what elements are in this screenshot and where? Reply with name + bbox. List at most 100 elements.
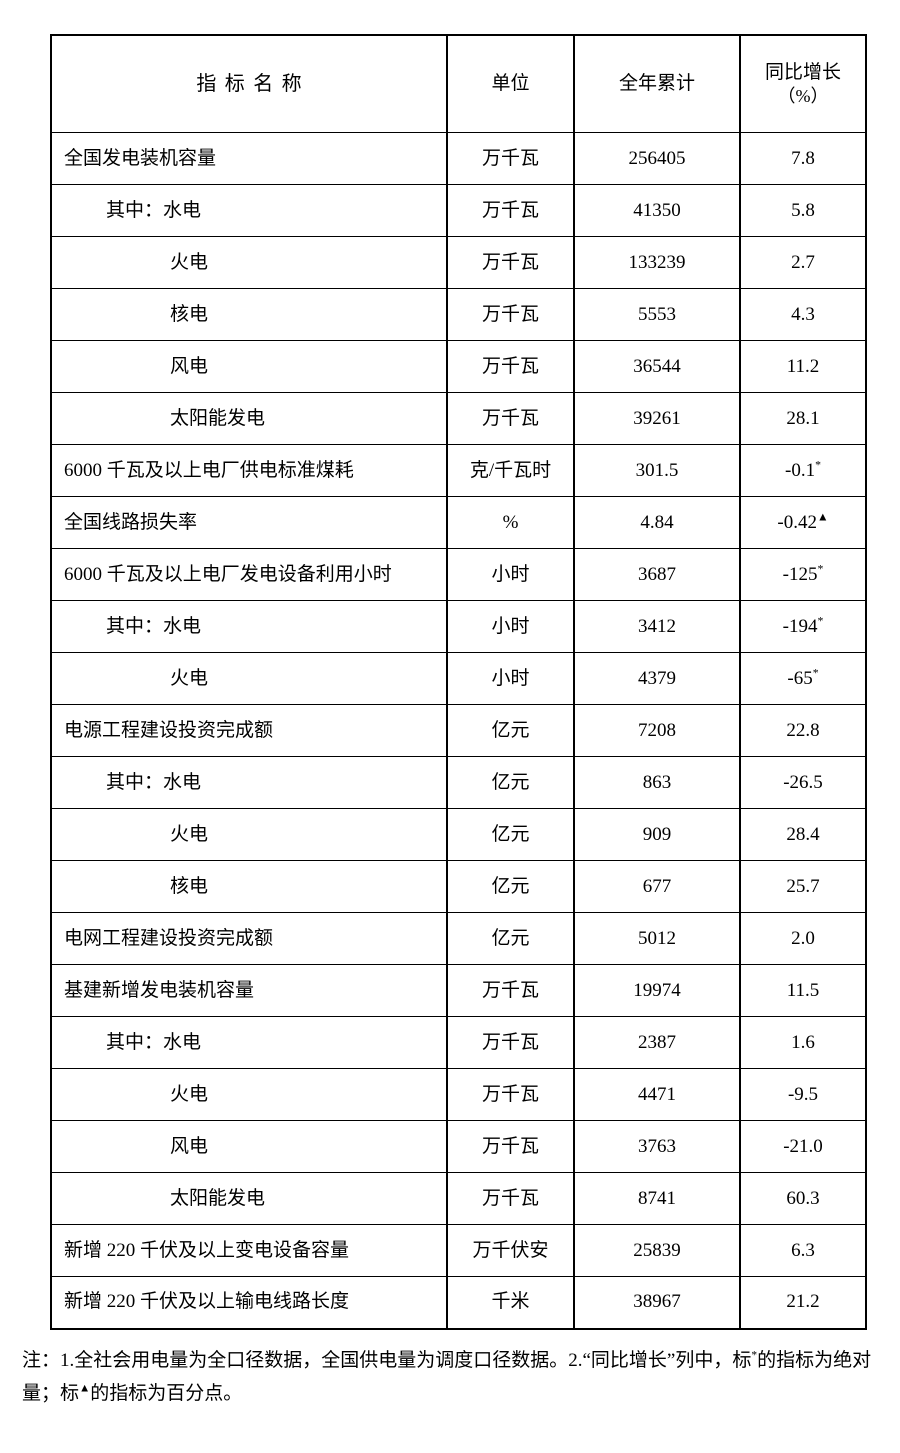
yoy-header-line1: 同比增长 — [764, 61, 841, 83]
cell-annual-total: 133239 — [573, 236, 741, 289]
cell-yoy-growth: -194* — [739, 600, 867, 653]
cell-indicator-name: 电网工程建设投资完成额 — [50, 912, 448, 965]
cell-yoy-growth: -125* — [739, 548, 867, 601]
cell-indicator-name: 6000 千瓦及以上电厂供电标准煤耗 — [50, 444, 448, 497]
cell-indicator-name: 全国线路损失率 — [50, 496, 448, 549]
cell-annual-total: 4379 — [573, 652, 741, 705]
table-row: 其中：水电 亿元 863 -26.5 — [50, 756, 867, 809]
cell-unit: 万千瓦 — [446, 392, 575, 445]
cell-unit: 万千瓦 — [446, 288, 575, 341]
yoy-value: -9.5 — [787, 1083, 819, 1105]
column-header-yoy-growth: 同比增长 （%） — [739, 34, 867, 133]
cell-annual-total: 38967 — [573, 1276, 741, 1329]
cell-indicator-name: 新增 220 千伏及以上变电设备容量 — [50, 1224, 448, 1277]
cell-yoy-growth: 1.6 — [739, 1016, 867, 1069]
table-row: 火电 小时 4379 -65* — [50, 652, 867, 705]
cell-yoy-growth: -9.5 — [739, 1068, 867, 1121]
yoy-value: 28.4 — [786, 823, 820, 845]
yoy-value: 2.7 — [791, 251, 815, 273]
cell-unit: 万千瓦 — [446, 340, 575, 393]
yoy-value: 22.8 — [786, 719, 820, 741]
cell-yoy-growth: 11.2 — [739, 340, 867, 393]
cell-unit: 万千伏安 — [446, 1224, 575, 1277]
cell-unit: 万千瓦 — [446, 236, 575, 289]
footnote-asterisk-marker: * — [751, 1349, 758, 1362]
cell-indicator-name: 电源工程建设投资完成额 — [50, 704, 448, 757]
cell-annual-total: 863 — [573, 756, 741, 809]
table-row: 新增 220 千伏及以上输电线路长度 千米 38967 21.2 — [50, 1276, 867, 1329]
cell-unit: 亿元 — [446, 808, 575, 861]
cell-unit: % — [446, 496, 575, 549]
table-row: 其中：水电 小时 3412 -194* — [50, 600, 867, 653]
cell-unit: 亿元 — [446, 912, 575, 965]
table-row: 太阳能发电 万千瓦 8741 60.3 — [50, 1172, 867, 1225]
cell-yoy-growth: 5.8 — [739, 184, 867, 237]
cell-indicator-name: 核电 — [50, 860, 448, 913]
yoy-value: 28.1 — [786, 407, 820, 429]
cell-yoy-growth: 11.5 — [739, 964, 867, 1017]
cell-unit: 万千瓦 — [446, 1016, 575, 1069]
cell-indicator-name: 太阳能发电 — [50, 1172, 448, 1225]
table-row: 电网工程建设投资完成额 亿元 5012 2.0 — [50, 912, 867, 965]
yoy-value: 11.2 — [786, 355, 820, 377]
cell-annual-total: 3412 — [573, 600, 741, 653]
cell-yoy-growth: 4.3 — [739, 288, 867, 341]
table-row: 新增 220 千伏及以上变电设备容量 万千伏安 25839 6.3 — [50, 1224, 867, 1277]
cell-annual-total: 25839 — [573, 1224, 741, 1277]
table-row: 火电 万千瓦 4471 -9.5 — [50, 1068, 867, 1121]
yoy-value: 5.8 — [791, 199, 815, 221]
cell-indicator-name: 新增 220 千伏及以上输电线路长度 — [50, 1276, 448, 1329]
table-footnote: 注：1.全社会用电量为全口径数据，全国供电量为调度口径数据。2.“同比增长”列中… — [22, 1345, 884, 1410]
cell-unit: 万千瓦 — [446, 1172, 575, 1225]
yoy-value: 21.2 — [786, 1291, 820, 1313]
cell-yoy-growth: 60.3 — [739, 1172, 867, 1225]
table-row: 6000 千瓦及以上电厂供电标准煤耗 克/千瓦时 301.5 -0.1* — [50, 444, 867, 497]
cell-yoy-growth: -0.1* — [739, 444, 867, 497]
yoy-value: 7.8 — [791, 147, 815, 169]
cell-annual-total: 256405 — [573, 132, 741, 185]
table-row: 其中：水电 万千瓦 2387 1.6 — [50, 1016, 867, 1069]
table-row: 基建新增发电装机容量 万千瓦 19974 11.5 — [50, 964, 867, 1017]
cell-annual-total: 7208 — [573, 704, 741, 757]
cell-indicator-name: 火电 — [50, 236, 448, 289]
cell-yoy-growth: 28.4 — [739, 808, 867, 861]
cell-indicator-name: 6000 千瓦及以上电厂发电设备利用小时 — [50, 548, 448, 601]
footnote-part3: 的指标为百分点。 — [90, 1382, 243, 1404]
cell-annual-total: 41350 — [573, 184, 741, 237]
table-row: 其中：水电 万千瓦 41350 5.8 — [50, 184, 867, 237]
yoy-value: -194 — [782, 615, 818, 637]
table-row: 全国发电装机容量 万千瓦 256405 7.8 — [50, 132, 867, 185]
yoy-value: -26.5 — [783, 771, 823, 793]
cell-annual-total: 3687 — [573, 548, 741, 601]
cell-annual-total: 4471 — [573, 1068, 741, 1121]
yoy-value: -0.42 — [777, 511, 817, 533]
cell-unit: 克/千瓦时 — [446, 444, 575, 497]
cell-yoy-growth: -65* — [739, 652, 867, 705]
cell-annual-total: 3763 — [573, 1120, 741, 1173]
cell-unit: 万千瓦 — [446, 964, 575, 1017]
table-row: 太阳能发电 万千瓦 39261 28.1 — [50, 392, 867, 445]
cell-yoy-growth: 2.7 — [739, 236, 867, 289]
cell-annual-total: 4.84 — [573, 496, 741, 549]
absolute-value-marker-icon: * — [817, 614, 824, 628]
percentage-point-marker-icon: ▲ — [816, 510, 829, 524]
cell-indicator-name: 风电 — [50, 340, 448, 393]
cell-annual-total: 5012 — [573, 912, 741, 965]
cell-yoy-growth: 21.2 — [739, 1276, 867, 1329]
yoy-value: 4.3 — [791, 303, 815, 325]
yoy-value: -0.1 — [785, 459, 816, 481]
cell-annual-total: 2387 — [573, 1016, 741, 1069]
cell-annual-total: 36544 — [573, 340, 741, 393]
table-body: 全国发电装机容量 万千瓦 256405 7.8 其中：水电 万千瓦 41350 5.8 火电 万千… — [50, 132, 867, 1329]
yoy-value: -125 — [782, 563, 818, 585]
yoy-value: -65 — [787, 667, 813, 689]
footnote-part1: 注：1.全社会用电量为全口径数据，全国供电量为调度口径数据。2.“同比增长”列中… — [22, 1350, 752, 1371]
cell-unit: 万千瓦 — [446, 132, 575, 185]
cell-indicator-name: 风电 — [50, 1120, 448, 1173]
power-statistics-table: 指标名称 单位 全年累计 同比增长 （%） 全国发电装机容量 万千瓦 256405 7… — [50, 34, 867, 1330]
absolute-value-marker-icon: * — [812, 666, 819, 680]
yoy-value: 2.0 — [791, 927, 815, 949]
yoy-value: 1.6 — [791, 1031, 815, 1053]
cell-indicator-name: 核电 — [50, 288, 448, 341]
